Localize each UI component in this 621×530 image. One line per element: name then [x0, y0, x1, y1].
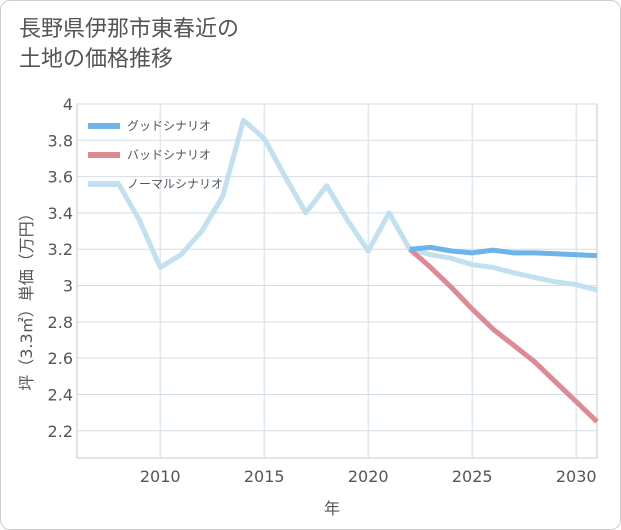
- x-tick-label: 2025: [452, 467, 493, 486]
- y-tick-label: 3.2: [48, 240, 73, 259]
- y-tick-label: 2.4: [48, 385, 73, 404]
- y-tick-label: 3.4: [48, 204, 73, 223]
- x-tick-label: 2010: [140, 467, 181, 486]
- legend-label: ノーマルシナリオ: [127, 177, 223, 191]
- legend-swatch: [88, 181, 120, 187]
- y-tick-label: 3.6: [48, 168, 73, 187]
- series-line-2: [116, 117, 598, 293]
- grid: [77, 103, 597, 458]
- series-line-1: [408, 247, 599, 424]
- y-tick-label: 2.6: [48, 349, 73, 368]
- tick-labels: 2010 2015 2020 2025 2030 2.2 2.4 2.6 2.8 3 3.2 3.4 3…: [48, 95, 597, 486]
- chart-title-line-1: 長野県伊那市東春近の: [19, 17, 240, 42]
- legend-label: バッドシナリオ: [127, 148, 211, 162]
- series-lines: [116, 117, 599, 424]
- legend-swatch: [88, 152, 120, 158]
- y-tick-label: 3: [63, 277, 73, 296]
- chart-title: 長野県伊那市東春近の 土地の価格推移: [19, 15, 239, 75]
- y-tick-label: 2.8: [48, 313, 73, 332]
- x-tick-label: 2020: [348, 467, 389, 486]
- legend-label: グッドシナリオ: [127, 119, 211, 133]
- y-axis-label: 坪（3.3㎡）単価（万円）: [17, 205, 36, 390]
- x-tick-label: 2030: [556, 467, 597, 486]
- series-line-0: [409, 244, 598, 259]
- plot-area: [76, 103, 598, 459]
- x-axis-label: 年: [324, 499, 340, 518]
- x-tick-label: 2015: [244, 467, 285, 486]
- y-tick-label: 2.2: [48, 422, 73, 441]
- y-tick-label: 3.8: [48, 131, 73, 150]
- chart-title-line-2: 土地の価格推移: [19, 47, 174, 72]
- y-tick-label: 4: [63, 95, 73, 114]
- legend-swatch: [88, 123, 120, 129]
